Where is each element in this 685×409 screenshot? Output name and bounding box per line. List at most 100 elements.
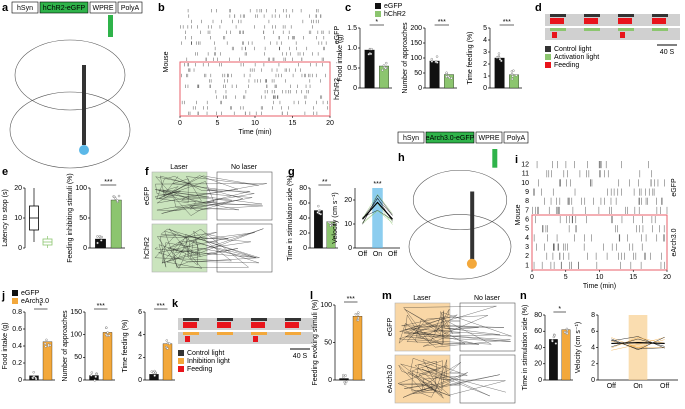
panel-label: e: [2, 166, 8, 178]
light-on: [285, 332, 301, 335]
y-tick-label: 6: [525, 216, 529, 223]
dot: [44, 345, 47, 348]
y-tick-label: 1: [525, 262, 529, 269]
trace: [362, 210, 393, 223]
dot: [107, 334, 111, 337]
significance: ***: [104, 179, 112, 186]
construct-box: [11, 1, 39, 14]
legend-swatch: [12, 290, 18, 296]
legend-label: Control light: [554, 46, 591, 53]
dot: [511, 75, 514, 78]
y-axis-label: Number of approaches: [62, 310, 69, 382]
feeding: [183, 322, 197, 328]
y-tick-label: 200: [410, 25, 422, 32]
light-on: [584, 28, 600, 31]
dot: [447, 75, 450, 78]
trace: [611, 337, 665, 351]
x-tick-label: 15: [289, 120, 297, 127]
dot: [435, 55, 439, 58]
legend-swatch: [375, 11, 381, 17]
y-tick-label: 40: [534, 344, 542, 351]
bar: [549, 339, 558, 381]
dot: [512, 69, 515, 72]
dot: [382, 64, 386, 67]
dot: [95, 372, 98, 376]
significance: ***: [373, 181, 381, 188]
y-axis-label: Velocity (cm s⁻¹): [575, 322, 582, 374]
stim-box: [531, 214, 668, 271]
y-axis-label: Mouse: [515, 204, 522, 225]
significance: ***: [157, 303, 165, 310]
trajectory: [398, 305, 512, 348]
y-axis-label: Velocity (cm s⁻¹): [332, 192, 339, 244]
group-label: eGFP: [334, 26, 341, 45]
y-axis-label: Time feeding (%): [122, 319, 129, 372]
dot: [342, 375, 345, 379]
x-tick-label: Off: [358, 251, 367, 258]
bar: [561, 329, 571, 381]
y-tick-label: 80: [534, 312, 542, 319]
construct-label: hChR2-eGFP: [43, 5, 86, 12]
construct-box: [425, 131, 475, 144]
y-tick-label: 2: [591, 361, 595, 368]
light-on: [217, 318, 233, 321]
panel-label: n: [520, 290, 527, 302]
x-tick-label: Off: [388, 251, 397, 258]
x-tick-label: On: [373, 251, 382, 258]
significance: **: [322, 179, 328, 186]
dot: [354, 312, 357, 316]
construct-box: [117, 1, 143, 14]
y-axis-label: Food intake (g): [337, 34, 344, 81]
y-tick-label: 7: [525, 207, 529, 214]
y-tick-label: 100: [70, 332, 82, 339]
dot: [498, 58, 502, 61]
dot: [116, 199, 119, 202]
x-tick-label: Off: [607, 383, 616, 390]
dot: [450, 77, 453, 80]
fiber: [470, 191, 475, 260]
legend-label: hChR2: [384, 11, 406, 18]
legend-swatch: [545, 46, 551, 52]
dot: [495, 56, 499, 59]
y-tick-label: 4: [138, 332, 142, 339]
dot: [510, 77, 514, 81]
bar: [326, 221, 336, 249]
y-tick-label: 80: [299, 185, 307, 192]
dot: [150, 370, 153, 373]
scale-label: 40 S: [660, 49, 675, 56]
x-tick-label: 10: [251, 120, 259, 127]
scale-label: 40 S: [293, 353, 308, 360]
y-axis-label: Time in stimulation side (%): [522, 305, 529, 391]
dot: [31, 376, 35, 380]
brain-outline: [14, 39, 126, 111]
construct-label: PolyA: [121, 5, 140, 12]
dot: [100, 239, 103, 242]
dot: [367, 53, 370, 56]
legend-label: eGFP: [384, 3, 403, 10]
y-tick-label: 11: [522, 171, 529, 178]
panel-label: a: [2, 2, 9, 14]
bar: [339, 378, 349, 381]
construct-box: [475, 131, 503, 144]
x-tick-label: 20: [326, 120, 334, 127]
dot: [105, 334, 109, 337]
y-tick-label: 10: [521, 180, 529, 187]
dot: [96, 241, 99, 245]
bar: [364, 49, 375, 89]
dot: [105, 326, 108, 329]
significance: ***: [503, 19, 511, 26]
dot: [356, 313, 360, 316]
dot: [356, 318, 360, 322]
arena-dark: [216, 223, 273, 273]
fiber: [82, 65, 86, 145]
y-tick-label: 0: [83, 245, 87, 252]
bar: [429, 60, 440, 89]
dot: [165, 339, 168, 342]
x-tick-label: 5: [216, 120, 220, 127]
trace: [362, 194, 393, 225]
trajectory: [397, 357, 507, 399]
dot: [515, 74, 518, 77]
brain-outline: [408, 214, 512, 280]
light-on: [652, 14, 668, 17]
y-axis-label: Time feeding (%): [467, 31, 474, 84]
